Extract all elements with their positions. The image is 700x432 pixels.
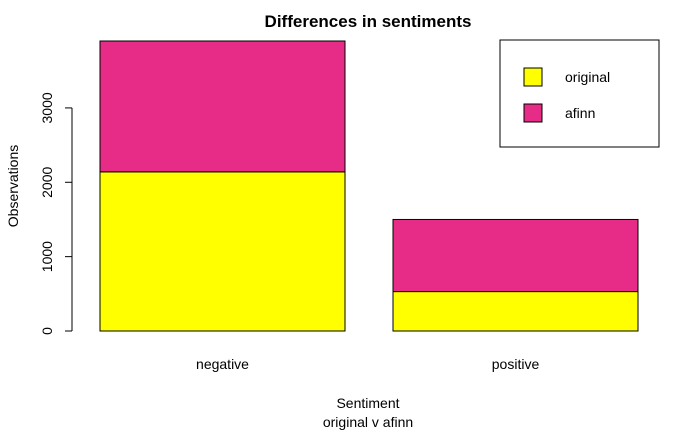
x-axis-labels: negative positive xyxy=(196,356,539,372)
y-tick-label: 2000 xyxy=(39,167,55,198)
legend-label-afinn: afinn xyxy=(565,105,595,121)
legend-swatch-afinn xyxy=(523,103,543,123)
legend-swatch-original xyxy=(523,67,543,87)
y-axis-title: Observations xyxy=(5,145,21,227)
x-axis-subtitle: original v afinn xyxy=(323,414,413,430)
y-axis: 0 1000 2000 3000 xyxy=(39,92,73,335)
y-tick-label: 1000 xyxy=(39,241,55,272)
chart-title: Differences in sentiments xyxy=(265,12,472,31)
legend-label-original: original xyxy=(565,69,610,85)
x-axis-title: Sentiment xyxy=(336,395,399,411)
x-tick-label-negative: negative xyxy=(196,356,249,372)
bars-layer xyxy=(99,40,639,332)
bar-positive-afinn xyxy=(392,218,639,293)
x-tick-label-positive: positive xyxy=(492,356,540,372)
legend: original afinn xyxy=(499,39,660,148)
legend-box xyxy=(499,39,660,148)
bar-negative-original xyxy=(99,171,346,332)
bar-positive-original xyxy=(392,291,639,332)
y-tick-label: 3000 xyxy=(39,92,55,123)
y-tick-label: 0 xyxy=(39,327,55,335)
bar-negative-afinn xyxy=(99,40,346,173)
